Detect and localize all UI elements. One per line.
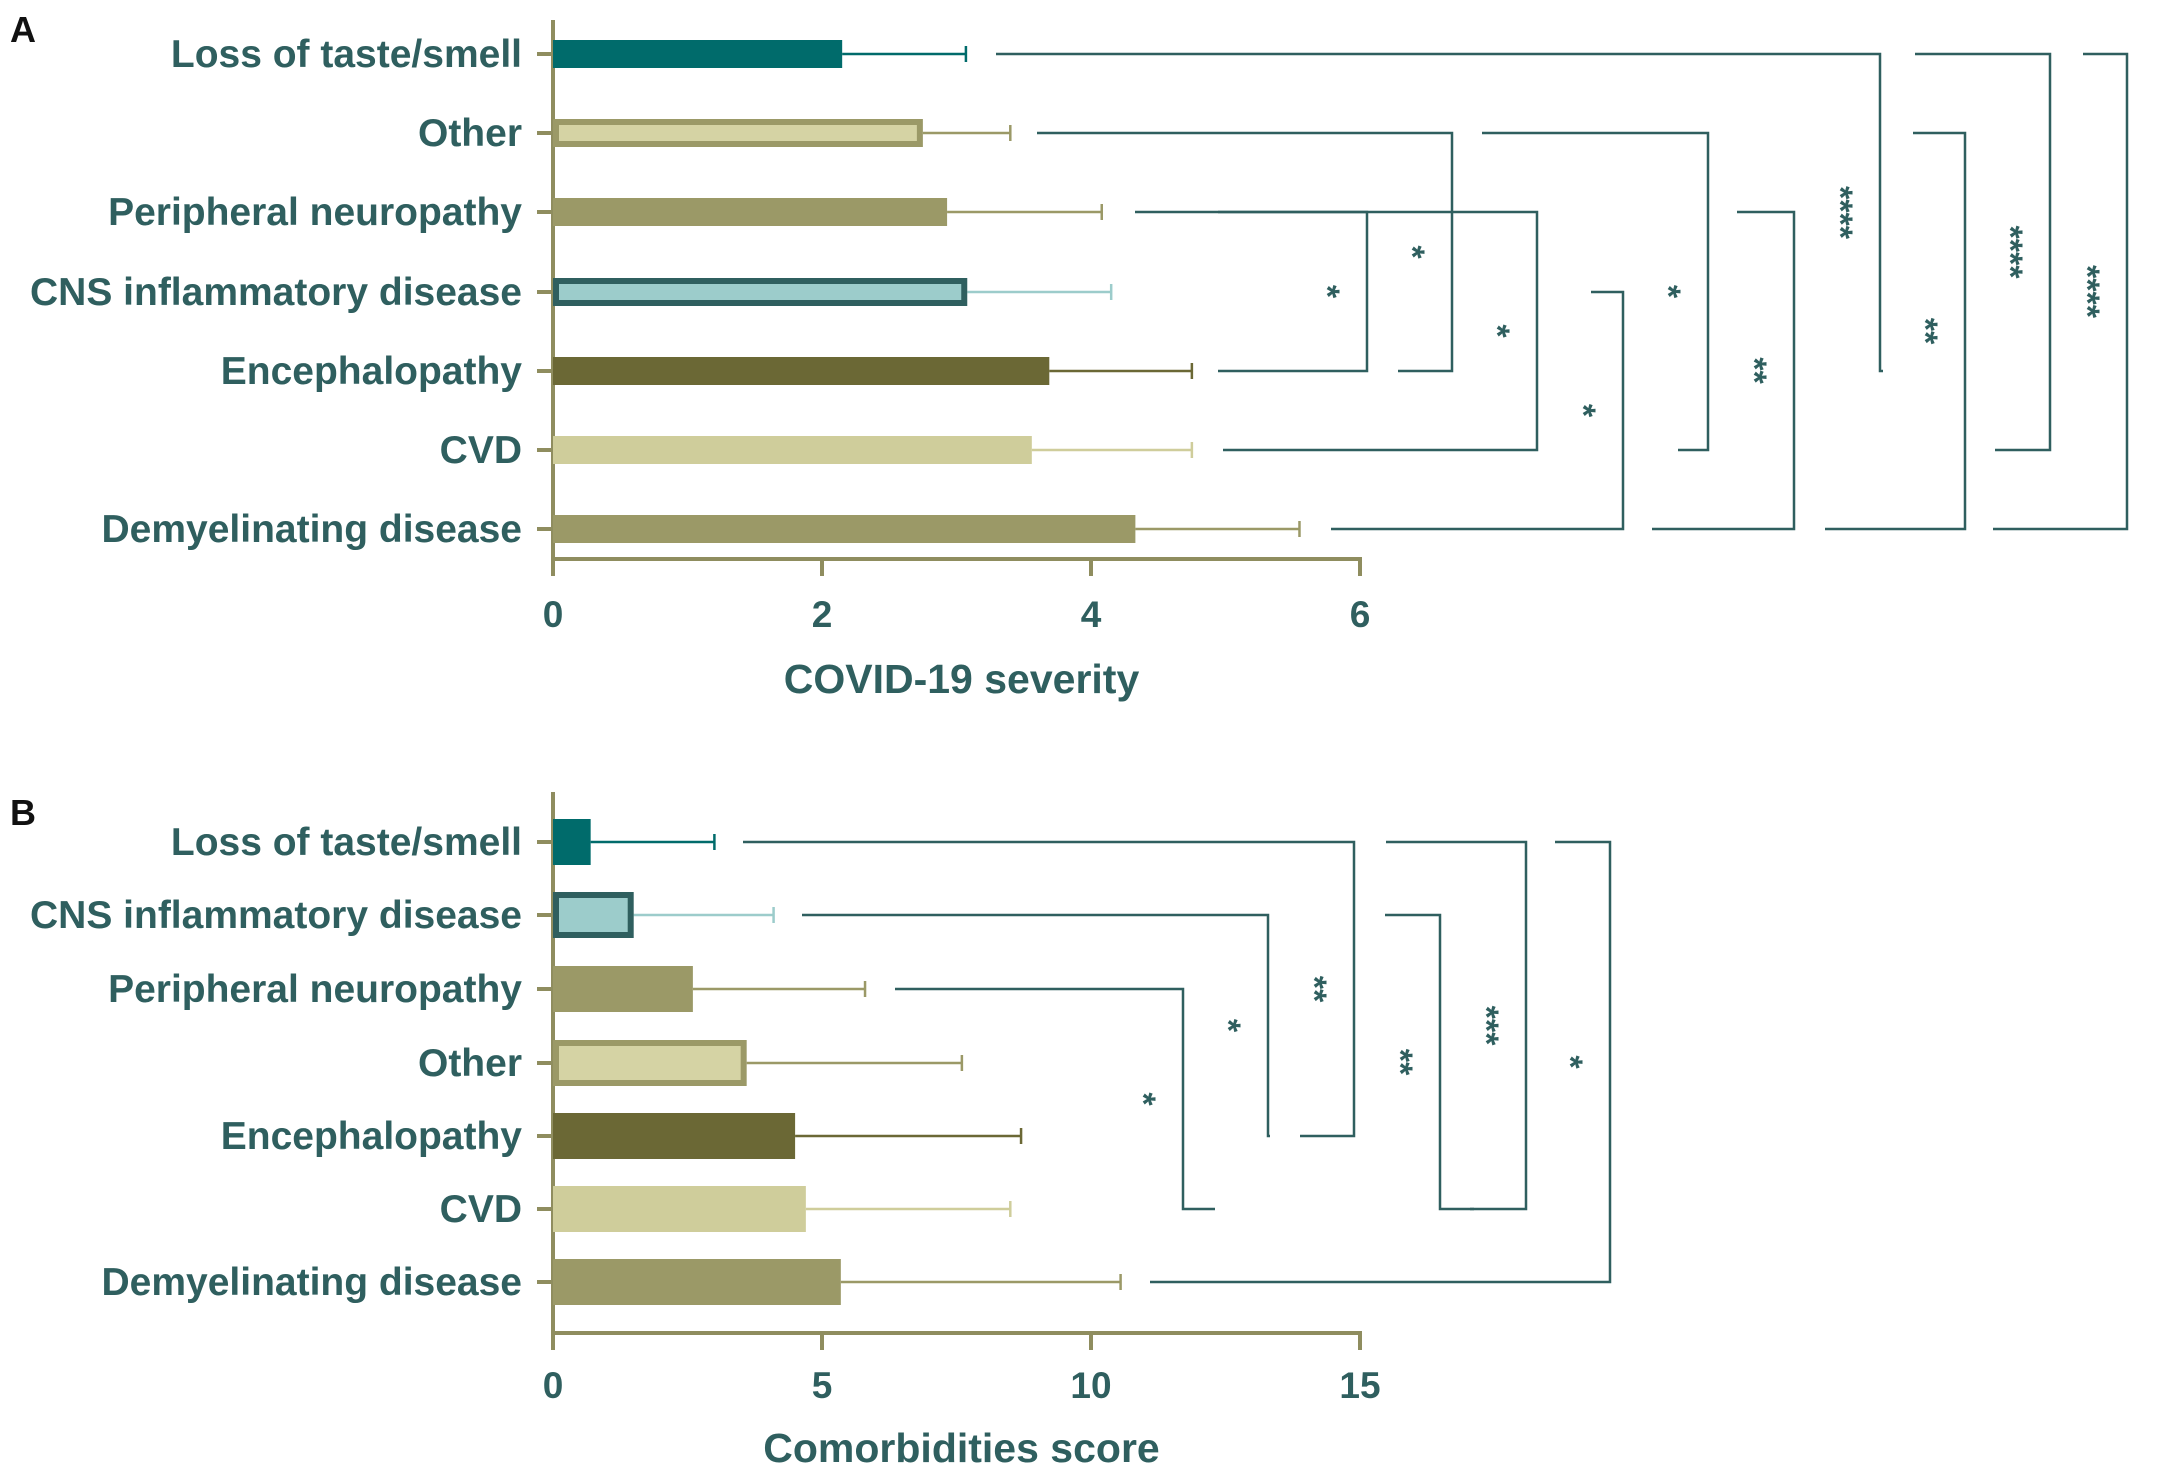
panel-b-x-tick-label: 15 [1339, 1365, 1380, 1406]
panel-b-bar-cns-inflammatory-disease [553, 892, 634, 938]
panel-b-significance-label: * [1551, 1055, 1589, 1069]
panel-a-category-label-cns-inflammatory-disease: CNS inflammatory disease [30, 271, 522, 314]
panel-a-significance-label: * [1393, 245, 1431, 259]
panel-b-significance-label: * [1209, 1019, 1247, 1033]
panel-a-significance-bracket [1915, 52, 2052, 452]
panel-a-x-tick-label: 6 [1350, 594, 1371, 635]
panel-b-significance-label: ** [1381, 1049, 1419, 1076]
panel-b-significance-bracket [743, 840, 1356, 1138]
panel-a-category-label-loss-of-taste-smell: Loss of taste/smell [171, 33, 522, 76]
panel-b-label: B [10, 792, 36, 833]
panel-a-bar-other [553, 119, 923, 147]
panel-b-significance-label: * [1124, 1092, 1162, 1106]
panel-b-bar-loss-of-taste-smell [553, 819, 591, 865]
panel-a-bar-demyelinating-disease [553, 515, 1136, 543]
panel-a-x-tick-label: 4 [1081, 594, 1102, 635]
panel-b-significance-bracket [1386, 840, 1528, 1211]
panel-b-category-label-cvd: CVD [440, 1188, 522, 1231]
panel-b-x-tick-label: 5 [812, 1365, 833, 1406]
panel-b-significance-label: *** [1467, 1006, 1505, 1046]
panel-a-significance-bracket [1652, 210, 1796, 531]
panel-a-significance-bracket [1037, 131, 1454, 373]
panel-a-significance-label: **** [2068, 265, 2106, 319]
panel-b-category-label-loss-of-taste-smell: Loss of taste/smell [171, 821, 522, 864]
panel-b-bar-demyelinating-disease [553, 1259, 841, 1305]
panel-a-significance-bracket [1825, 131, 1967, 531]
panel-b-category-label-demyelinating-disease: Demyelinating disease [101, 1261, 522, 1304]
panel-a-significance-bracket [1482, 131, 1710, 452]
panel-a-significance-bracket [996, 52, 1883, 373]
panel-a-significance-bracket [1331, 290, 1625, 531]
panel-b-x-tick-label: 10 [1070, 1365, 1111, 1406]
panel-b-significance-bracket [802, 913, 1270, 1138]
panel-a-bar-cvd [553, 436, 1032, 464]
panel-b-bar-other [553, 1040, 747, 1086]
panel-b-category-label-encephalopathy: Encephalopathy [221, 1115, 523, 1158]
panel-b-bar-cvd [553, 1186, 806, 1232]
panel-a-significance-bracket [1135, 210, 1539, 452]
panel-a-significance-label: * [1478, 324, 1516, 338]
panel-a-significance-label: * [1308, 285, 1346, 299]
panel-a-significance-label: **** [1991, 226, 2029, 280]
panel-b-significance-bracket [1150, 840, 1612, 1284]
panel-a-bar-peripheral-neuropathy [553, 198, 948, 226]
panel-b-category-label-peripheral-neuropathy: Peripheral neuropathy [108, 968, 522, 1011]
panel-a-bar-encephalopathy [553, 357, 1050, 385]
panel-b-bar-peripheral-neuropathy [553, 966, 693, 1012]
panel-a: A 0 2 4 6 COVID-19 severity Loss of taste/smel… [10, 9, 2129, 702]
panel-b-category-label-other: Other [418, 1042, 522, 1085]
panel-b-significance-label: ** [1295, 976, 1333, 1003]
panel-a-significance-label: **** [1821, 186, 1859, 240]
panel-a-bar-loss-of-taste-smell [553, 40, 843, 68]
panel-b-category-label-cns-inflammatory-disease: CNS inflammatory disease [30, 894, 522, 937]
panel-a-significance-label: * [1564, 404, 1602, 418]
panel-a-significance-label: ** [1906, 318, 1944, 345]
panel-a-label: A [10, 9, 36, 50]
panel-b-significance-bracket [1385, 913, 1474, 1211]
panel-a-category-label-other: Other [418, 112, 522, 155]
panel-a-x-tick-label: 0 [543, 594, 564, 635]
panel-a-category-label-encephalopathy: Encephalopathy [221, 350, 523, 393]
panel-a-x-axis-title: COVID-19 severity [784, 656, 1140, 702]
panel-a-bar-cns-inflammatory-disease [553, 278, 968, 306]
panel-a-x-tick-label: 2 [812, 594, 833, 635]
panel-a-category-label-peripheral-neuropathy: Peripheral neuropathy [108, 191, 522, 234]
panel-b-significance-bracket [895, 987, 1215, 1211]
panel-a-category-label-cvd: CVD [440, 429, 522, 472]
panel-b-x-axis-title: Comorbidities score [763, 1425, 1159, 1469]
panel-a-significance-bracket [1993, 52, 2129, 531]
panel-b-x-tick-label: 0 [543, 1365, 564, 1406]
panel-b-bar-encephalopathy [553, 1113, 796, 1159]
panel-b: B 0 5 10 15 Comorbidities score Loss of taste/… [10, 792, 1612, 1471]
panel-a-significance-label: * [1649, 285, 1687, 299]
panel-a-significance-label: ** [1735, 357, 1773, 384]
panel-a-category-label-demyelinating-disease: Demyelinating disease [101, 508, 522, 551]
